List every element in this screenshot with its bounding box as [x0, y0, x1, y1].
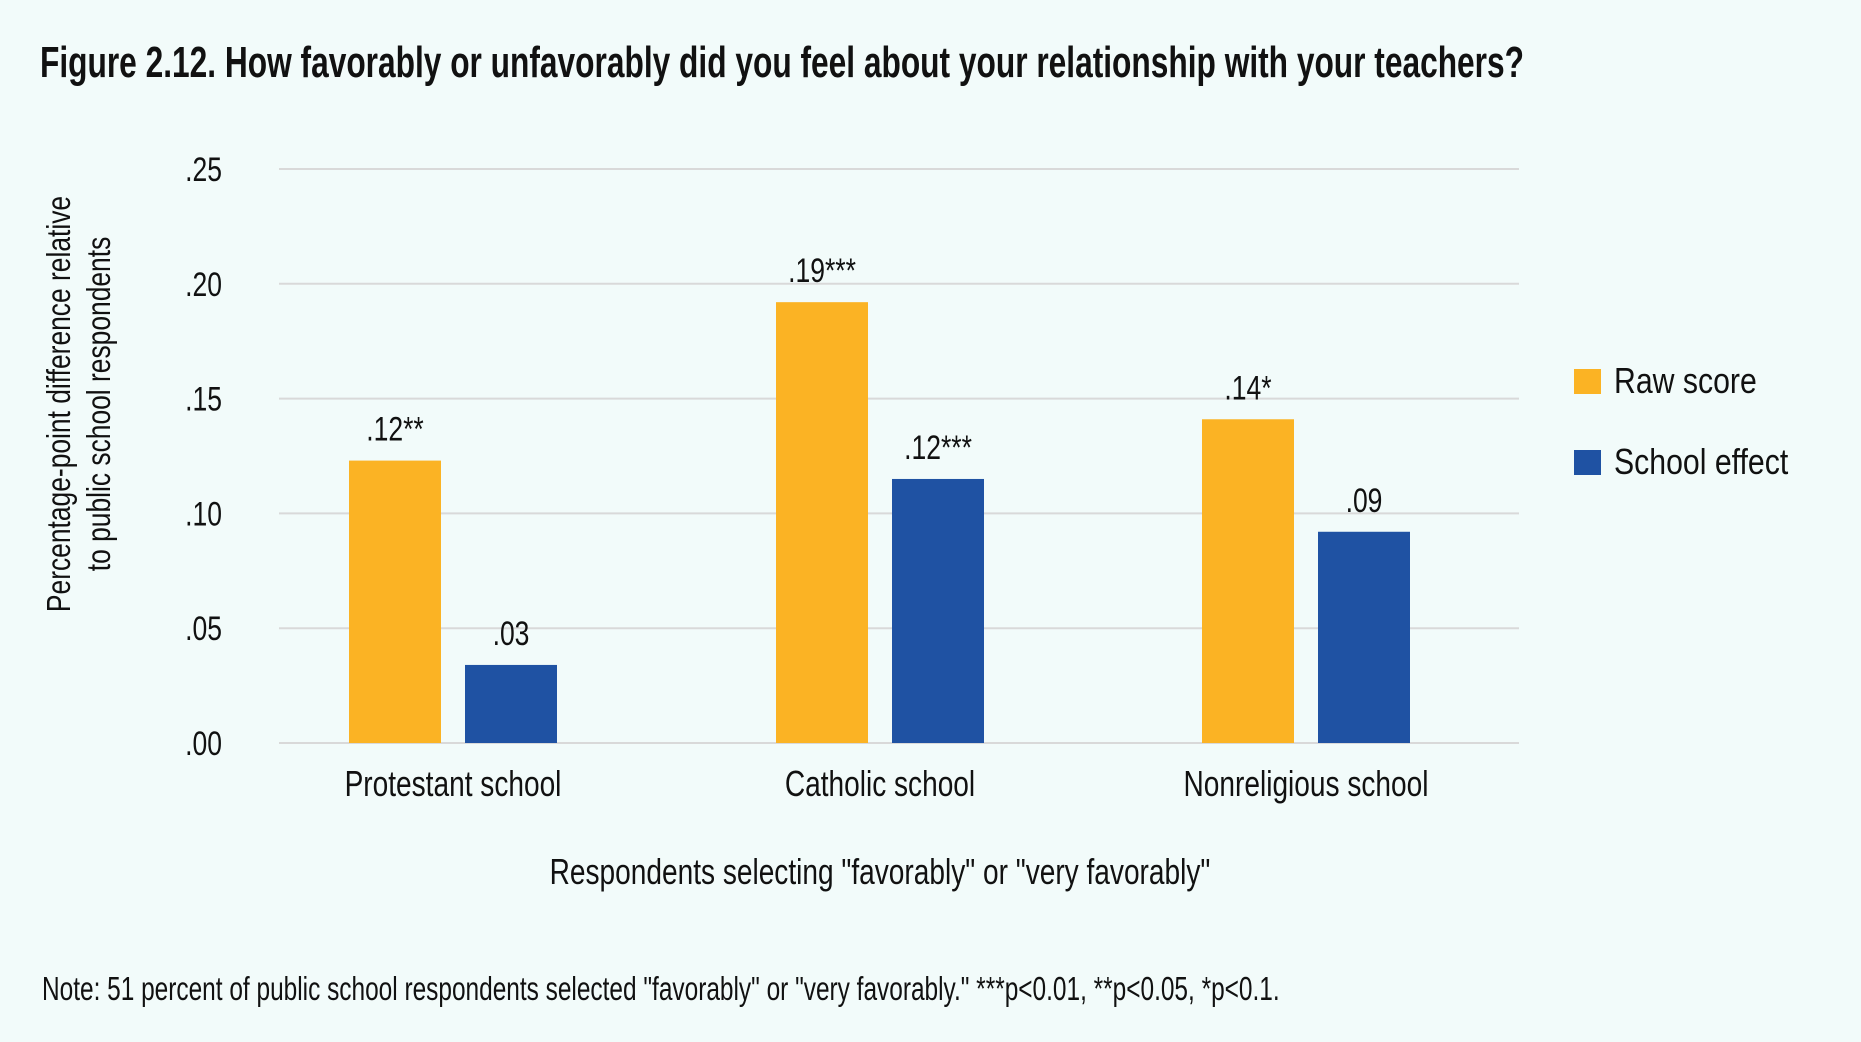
legend: Raw score School effect: [1574, 362, 1788, 483]
y-axis-label-line: to public school respondents: [81, 237, 117, 572]
y-axis-label: Percentage-point difference relative to p…: [41, 196, 117, 612]
footnote: Note: 51 percent of public school respon…: [42, 970, 1280, 1007]
bar-raw-score-catholic-school: [776, 302, 868, 743]
bar-raw-score-protestant-school: [349, 460, 441, 743]
x-tick-label: Catholic school: [785, 764, 975, 804]
y-tick-label: .15: [185, 380, 222, 418]
bar-data-label: .09: [1346, 482, 1383, 520]
bar-data-labels: .12** .03 .19*** .12*** .14* .09: [366, 252, 1382, 653]
x-tick-labels: Protestant school Catholic school Nonrelig…: [345, 764, 1429, 804]
y-tick-label: .05: [185, 610, 222, 648]
y-axis-label-line: Percentage-point difference relative: [41, 196, 77, 612]
legend-swatch: [1574, 369, 1601, 394]
bar-data-label: .12**: [366, 410, 424, 448]
y-tick-label: .20: [185, 266, 222, 304]
y-tick-label: .10: [185, 495, 222, 533]
x-axis-label: Respondents selecting "favorably" or "ve…: [550, 852, 1211, 892]
bar-data-label: .19***: [788, 252, 856, 290]
y-tick-label: .25: [185, 151, 222, 189]
bar-data-label: .03: [493, 615, 530, 653]
chart-title: Figure 2.12. How favorably or unfavorabl…: [40, 38, 1524, 87]
bar-school-effect-catholic-school: [892, 478, 984, 743]
bar-school-effect-nonreligious-school: [1318, 531, 1410, 743]
x-axis-label: Respondents selecting "favorably" or "ve…: [550, 852, 1211, 892]
x-tick-label: Protestant school: [345, 764, 562, 804]
y-tick-label: .00: [185, 725, 222, 763]
legend-swatch: [1574, 450, 1601, 475]
x-tick-label: Nonreligious school: [1184, 764, 1429, 804]
bar-data-label: .14*: [1224, 369, 1271, 407]
bar-school-effect-protestant-school: [465, 664, 557, 743]
legend-label: School effect: [1614, 443, 1788, 483]
y-tick-labels: .00 .05 .10 .15 .20 .25: [185, 151, 222, 763]
bar-raw-score-nonreligious-school: [1202, 419, 1294, 743]
bars: [349, 302, 1410, 743]
bar-data-label: .12***: [904, 429, 972, 467]
legend-label: Raw score: [1614, 362, 1757, 402]
